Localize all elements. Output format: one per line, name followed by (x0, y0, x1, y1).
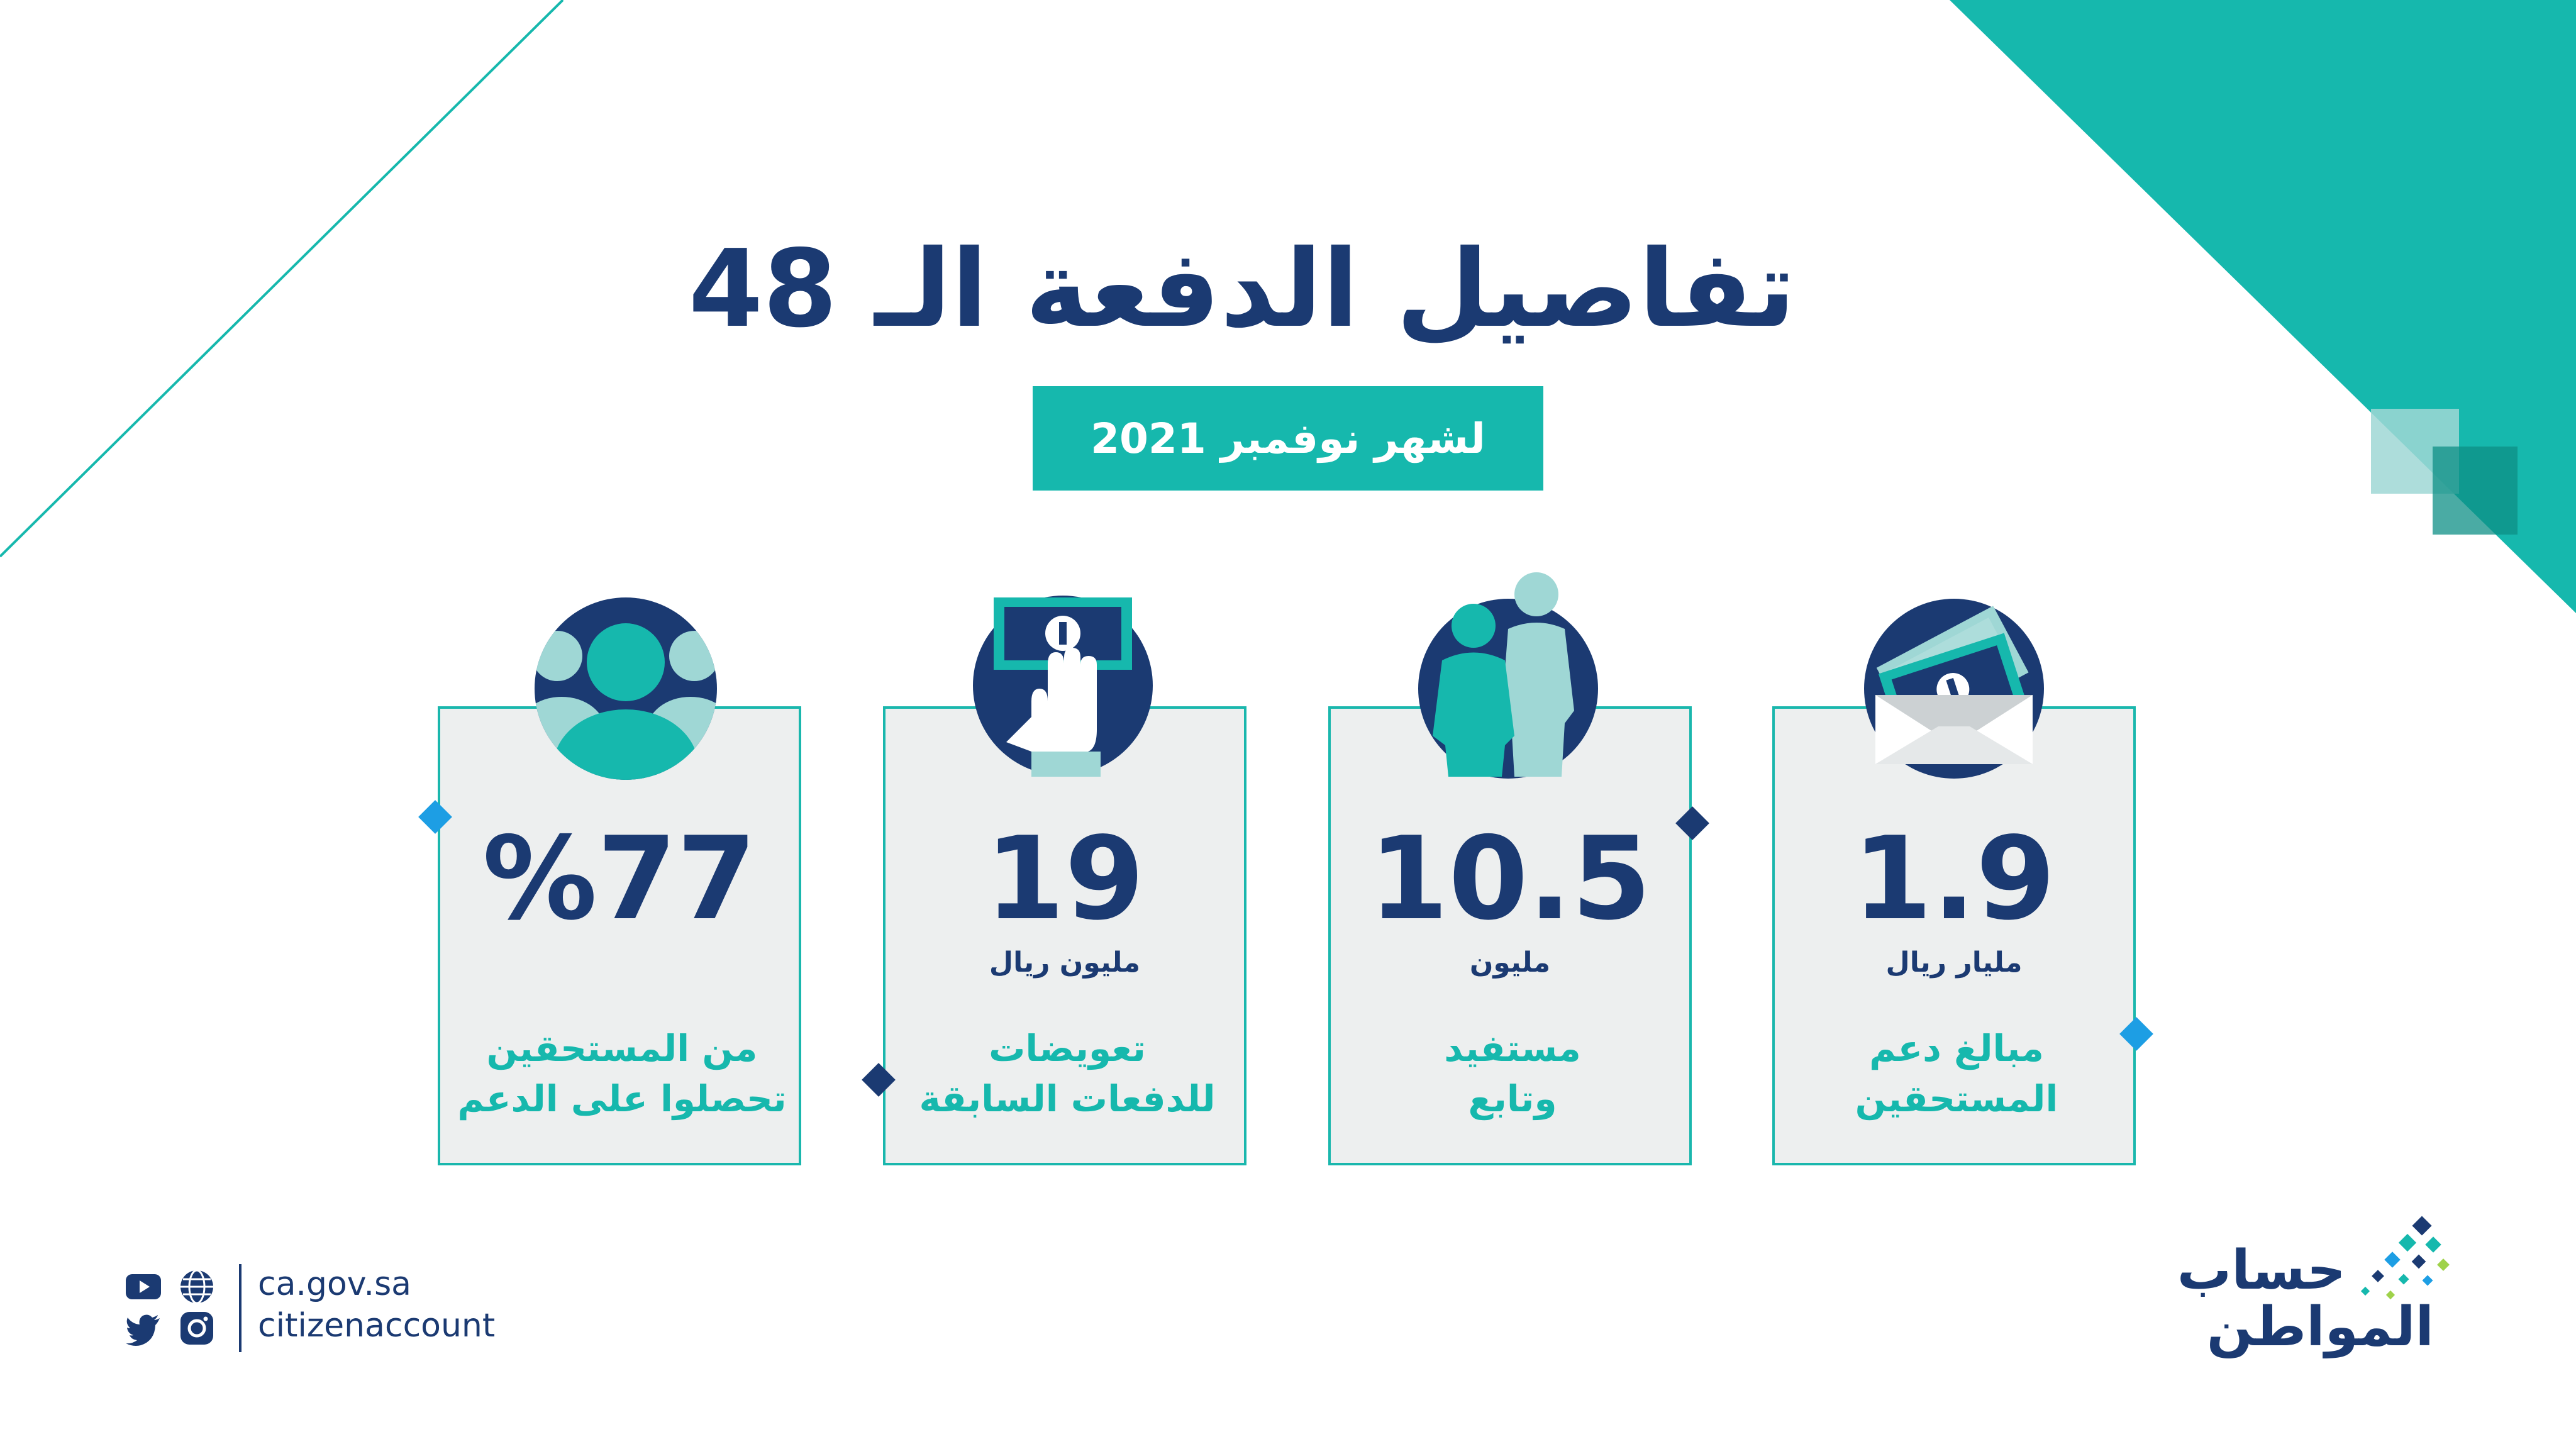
stat-card-beneficiaries: 10.5 مليون مستفيد وتابع (1328, 706, 1692, 1165)
stat-description: من المستحقين تحصلوا على الدعم (453, 1023, 791, 1124)
group-icon (533, 596, 718, 784)
youtube-icon[interactable] (125, 1268, 162, 1306)
stat-value: %77 (482, 812, 757, 945)
hand-money-icon (972, 594, 1154, 779)
stat-description-line: مبالغ دعم (1869, 1027, 2044, 1070)
stat-unit: مليون (1469, 947, 1551, 979)
stat-value: 1.9 (1852, 812, 2056, 945)
stat-description-line: للدفعات السابقة (919, 1077, 1216, 1120)
stat-description: مستفيد وتابع (1343, 1023, 1682, 1124)
footer-divider (239, 1264, 242, 1352)
stat-value: 10.5 (1368, 812, 1652, 945)
logo-text-line2: المواطن (2206, 1296, 2434, 1358)
stat-value: 19 (985, 812, 1145, 945)
stat-description-line: مستفيد (1444, 1027, 1581, 1070)
stat-description-line: المستحقين (1855, 1077, 2058, 1120)
stat-description-line: وتابع (1468, 1077, 1557, 1120)
stat-description-line: تعويضات (989, 1027, 1146, 1070)
stat-card-compensation: 19 مليون ريال تعويضات للدفعات السابقة (883, 706, 1246, 1165)
stat-description: تعويضات للدفعات السابقة (898, 1023, 1236, 1124)
globe-icon[interactable] (178, 1268, 216, 1306)
social-handle[interactable]: citizenaccount (258, 1307, 496, 1345)
stat-unit: مليار ريال (1885, 947, 2023, 979)
subtitle-banner: لشهر نوفمبر 2021 (1033, 386, 1543, 491)
website-link[interactable]: ca.gov.sa (258, 1265, 412, 1303)
logo-text-line1: حساب (2177, 1239, 2346, 1302)
beneficiaries-icon (1414, 572, 1602, 782)
subtitle-text: لشهر نوفمبر 2021 (1091, 414, 1485, 463)
stat-card-support-amount: 1.9 مليار ريال مبالغ دعم المستحقين (1772, 706, 2136, 1165)
page-title: تفاصيل الدفعة الـ 48 (688, 227, 1796, 352)
logo-mark-icon (2360, 1216, 2450, 1300)
instagram-icon[interactable] (178, 1309, 216, 1347)
twitter-icon[interactable] (125, 1309, 162, 1347)
stat-description-line: تحصلوا على الدعم (457, 1077, 787, 1120)
money-envelope-icon (1863, 597, 2045, 782)
stat-description-line: من المستحقين (486, 1027, 758, 1070)
stat-unit: مليون ريال (989, 947, 1141, 979)
stat-description: مبالغ دعم المستحقين (1787, 1023, 2126, 1124)
